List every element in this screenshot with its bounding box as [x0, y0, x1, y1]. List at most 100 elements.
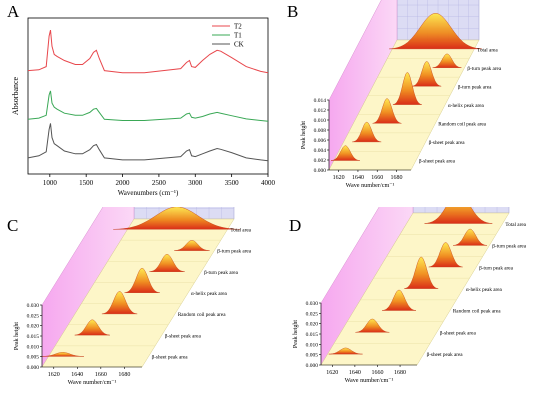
panel-c: Total area β-turn peak area β-turn peak ar…: [0, 207, 275, 414]
y-tick-label: 0.010: [314, 118, 327, 124]
series-label-turn-peak-area-4: β-turn peak area: [479, 265, 513, 271]
plot-frame: [27, 17, 269, 175]
x-tick-label: 2000: [116, 179, 131, 187]
x-tick-label: 4000: [261, 179, 275, 187]
y-tick-label: 0.008: [314, 128, 327, 134]
y-tick-label: 0.020: [27, 324, 40, 330]
y-tick-label: 0.004: [314, 148, 327, 154]
x-axis-label: Wave number/cm⁻¹: [345, 377, 394, 384]
legend-label-t1: T1: [234, 32, 242, 40]
series-label-turn-peak-area-4: β-turn peak area: [204, 270, 238, 276]
panel-label-d: D: [289, 216, 302, 235]
y-tick-label: 0.020: [306, 322, 319, 328]
y-tick-label: 0.015: [27, 334, 40, 340]
panel-b: Total area β-turn peak area β-turn peak ar…: [275, 0, 550, 207]
x-tick-label: 1000: [43, 179, 58, 187]
peak-helix-peak-area-3: [124, 267, 160, 293]
series-label-total-area-6: Total area: [477, 47, 498, 53]
y-tick-label: 0.000: [27, 365, 40, 371]
panel-a: 1000 1500 2000 2500 3000 3500 4000 Wavenumbers …: [0, 0, 275, 207]
x-axis-label: Wave number/cm⁻¹: [346, 182, 395, 189]
legend-label-t2: T2: [234, 23, 242, 31]
series-label-helix-peak-area-3: α-helix peak area: [191, 291, 228, 297]
x-tick-label: 1660: [371, 370, 383, 376]
x-tick-label: 1680: [391, 175, 403, 181]
y-tick-label: 0.014: [314, 98, 327, 104]
series-label-helix-peak-area-3: α-helix peak area: [466, 287, 503, 293]
peak-random-coil-peak-area-2: [372, 98, 402, 124]
peak-sheet-peak-area-0: [41, 352, 84, 357]
peak-area-3d-chart-b: Total area β-turn peak area β-turn peak ar…: [301, 0, 502, 189]
peak-helix-peak-area-3: [392, 72, 422, 105]
y-tick-label: 0.030: [27, 303, 40, 309]
panel-label-a: A: [7, 2, 20, 21]
x-tick-label: 3000: [188, 179, 203, 187]
peak-random-coil-peak-area-2: [382, 289, 417, 311]
y-axis-label: Peak height: [293, 320, 299, 348]
y-tick-label: 0.002: [314, 158, 327, 164]
y-tick-label: 0.030: [306, 301, 319, 307]
y-tick-label: 0.005: [306, 353, 319, 359]
series-label-sheet-peak-area-1: β-sheet peak area: [165, 333, 202, 339]
y-axis-label: Absorbance: [11, 76, 20, 115]
x-axis-label: Wavenumbers (cm⁻¹): [118, 189, 179, 197]
x-tick-label: 1640: [349, 370, 361, 376]
peak-turn-peak-area-4: [412, 61, 442, 87]
x-tick-label: 1640: [71, 372, 83, 378]
peak-sheet-peak-area-0: [328, 347, 363, 355]
peak-turn-peak-area-4: [428, 242, 463, 268]
series-label-turn-peak-area-4: β-turn peak area: [458, 84, 492, 90]
series-label-total-area-6: Total area: [505, 222, 526, 228]
x-tick-label: 1640: [352, 175, 364, 181]
y-tick-label: 0.006: [314, 138, 327, 144]
peak-turn-peak-area-5: [453, 228, 488, 246]
x-tick-label: 1620: [333, 175, 345, 181]
y-tick-label: 0.015: [306, 332, 319, 338]
series-label-random-coil-peak-area-2: Random coil peak area: [178, 312, 226, 318]
series-label-turn-peak-area-5: β-turn peak area: [492, 244, 526, 250]
series-label-sheet-peak-area-0: β-sheet peak area: [419, 159, 456, 165]
series-line-ck: [27, 123, 269, 162]
peak-turn-peak-area-4: [149, 254, 185, 272]
peak-total-area-6: [389, 13, 482, 50]
peak-area-3d-chart-c: Total area β-turn peak area β-turn peak ar…: [14, 207, 252, 386]
y-tick-label: 0.012: [314, 108, 327, 114]
series-line-t2: [27, 29, 269, 74]
panel-d: Total area β-turn peak area β-turn peak ar…: [275, 207, 550, 414]
x-tick-label: 1620: [326, 370, 338, 376]
y-tick-label: 0.010: [306, 342, 319, 348]
peak-turn-peak-area-5: [174, 240, 210, 251]
x-tick-label: 1660: [95, 372, 107, 378]
series-label-sheet-peak-area-0: β-sheet peak area: [427, 352, 464, 358]
peak-sheet-peak-area-1: [74, 319, 110, 336]
peak-sheet-peak-area-1: [352, 121, 382, 143]
x-tick-label: 1620: [48, 372, 60, 378]
panel-label-c: C: [7, 216, 19, 235]
y-axis-label: Peak height: [14, 322, 20, 350]
series-label-random-coil-peak-area-2: Random coil peak area: [453, 309, 501, 315]
legend-label-ck: CK: [234, 41, 244, 49]
peak-helix-peak-area-3: [404, 256, 439, 289]
peak-total-area-6: [113, 207, 241, 230]
y-axis-label: Peak height: [301, 121, 307, 149]
series-line-t1: [27, 90, 269, 122]
y-tick-label: 0.000: [314, 168, 327, 174]
x-tick-label: 1680: [118, 372, 130, 378]
y-tick-label: 0.025: [27, 313, 40, 319]
y-tick-label: 0.025: [306, 311, 319, 317]
series-label-helix-peak-area-3: α-helix peak area: [448, 103, 485, 109]
series-label-turn-peak-area-5: β-turn peak area: [217, 249, 251, 255]
x-axis-label: Wave number/cm⁻¹: [68, 379, 117, 386]
peak-total-area-6: [424, 207, 493, 224]
peak-turn-peak-area-5: [432, 53, 462, 68]
peak-sheet-peak-area-0: [331, 145, 360, 161]
series-label-turn-peak-area-5: β-turn peak area: [467, 66, 501, 72]
x-tick-label: 2500: [152, 179, 167, 187]
panel-label-b: B: [287, 2, 299, 21]
series-label-sheet-peak-area-0: β-sheet peak area: [152, 354, 189, 360]
series-label-random-coil-peak-area-2: Random coil peak area: [438, 122, 486, 128]
x-tick-label: 1680: [394, 370, 406, 376]
peak-sheet-peak-area-1: [355, 318, 390, 333]
peak-random-coil-peak-area-2: [101, 291, 138, 315]
series-label-sheet-peak-area-1: β-sheet peak area: [429, 140, 466, 146]
